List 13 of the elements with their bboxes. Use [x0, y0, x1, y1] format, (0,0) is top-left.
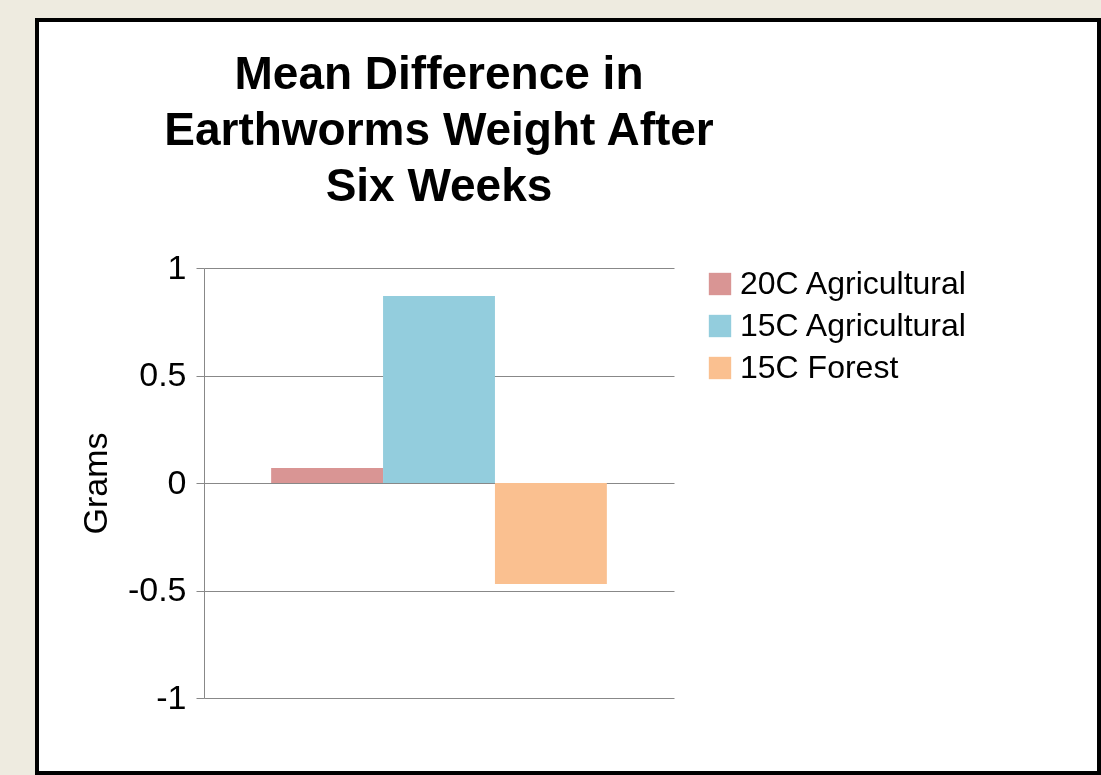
legend-label: 15C Forest: [740, 349, 899, 385]
y-tick-label: 0: [167, 462, 187, 501]
chart-title: Mean Difference in Earthworms Weight After Six Weeks: [164, 47, 714, 211]
bar: [383, 295, 495, 483]
legend-label: 20C Agricultural: [740, 265, 966, 301]
y-tick-label: 0.5: [139, 355, 187, 393]
y-tick-label: -0.5: [127, 570, 187, 608]
legend-label: 15C Agricultural: [740, 307, 966, 343]
bar: [494, 483, 607, 585]
bar: [271, 467, 384, 483]
y-tick-label: -1: [156, 677, 187, 716]
y-tick-label: 1: [167, 247, 187, 286]
y-axis-title: Grams: [75, 432, 114, 535]
